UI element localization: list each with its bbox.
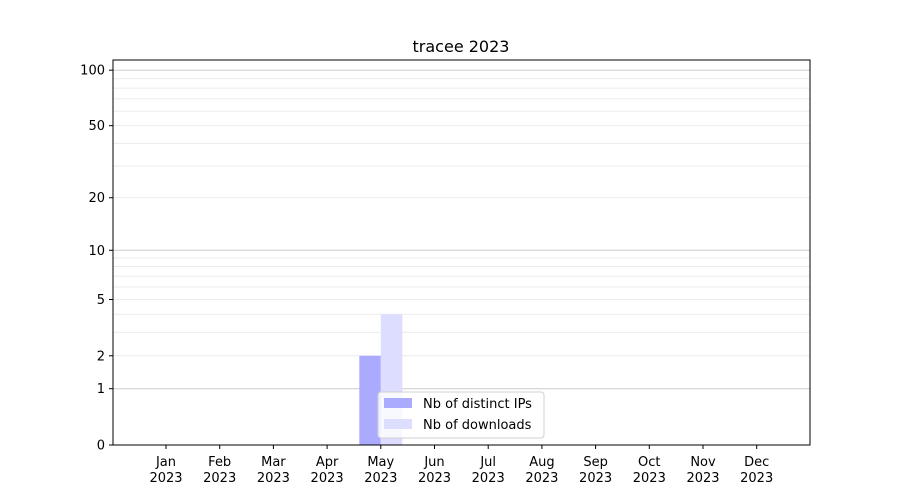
x-tick-label: 2023 <box>740 471 773 486</box>
x-tick-label: Oct <box>638 455 660 470</box>
y-tick-label: 1 <box>97 382 105 397</box>
x-tick-label: Sep <box>583 455 608 470</box>
x-tick-label: Apr <box>316 455 339 470</box>
x-tick-label: Feb <box>208 455 231 470</box>
x-tick-label: 2023 <box>579 471 612 486</box>
legend-swatch <box>384 419 412 429</box>
y-tick-label: 50 <box>88 119 105 134</box>
x-tick-label: 2023 <box>364 471 397 486</box>
y-tick-label: 10 <box>88 244 105 259</box>
y-tick-label: 20 <box>88 191 105 206</box>
x-tick-label: Jul <box>479 455 496 470</box>
x-tick-label: 2023 <box>311 471 344 486</box>
legend-label: Nb of downloads <box>423 418 532 433</box>
x-tick-label: 2023 <box>472 471 505 486</box>
legend-label: Nb of distinct IPs <box>423 397 532 412</box>
bar-distinct-ips <box>359 355 381 445</box>
y-tick-label: 2 <box>97 349 105 364</box>
x-tick-label: 2023 <box>149 471 182 486</box>
x-tick-label: Nov <box>690 455 716 470</box>
x-tick-label: 2023 <box>525 471 558 486</box>
legend-swatch <box>384 398 412 408</box>
y-tick-label: 5 <box>97 293 105 308</box>
x-tick-label: Dec <box>744 455 769 470</box>
y-tick-label: 100 <box>80 64 105 79</box>
x-tick-label: Mar <box>261 455 286 470</box>
x-tick-label: May <box>367 455 394 470</box>
x-tick-label: 2023 <box>418 471 451 486</box>
y-tick-label: 0 <box>97 439 105 454</box>
x-tick-label: Aug <box>529 455 554 470</box>
plot-frame <box>112 59 811 446</box>
x-tick-label: 2023 <box>633 471 666 486</box>
legend-box <box>377 391 545 439</box>
x-tick-label: Jan <box>155 455 176 470</box>
x-tick-label: 2023 <box>257 471 290 486</box>
x-tick-label: Jun <box>423 455 444 470</box>
x-tick-label: 2023 <box>686 471 719 486</box>
chart-title: tracee 2023 <box>413 37 510 56</box>
x-tick-label: 2023 <box>203 471 236 486</box>
